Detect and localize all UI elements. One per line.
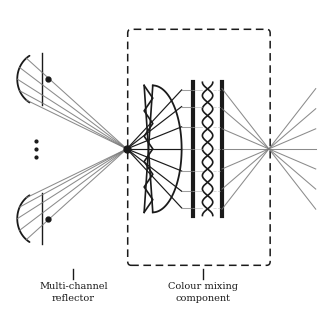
Text: Colour mixing
component: Colour mixing component — [168, 282, 238, 303]
Text: Multi-channel
reflector: Multi-channel reflector — [39, 282, 108, 303]
